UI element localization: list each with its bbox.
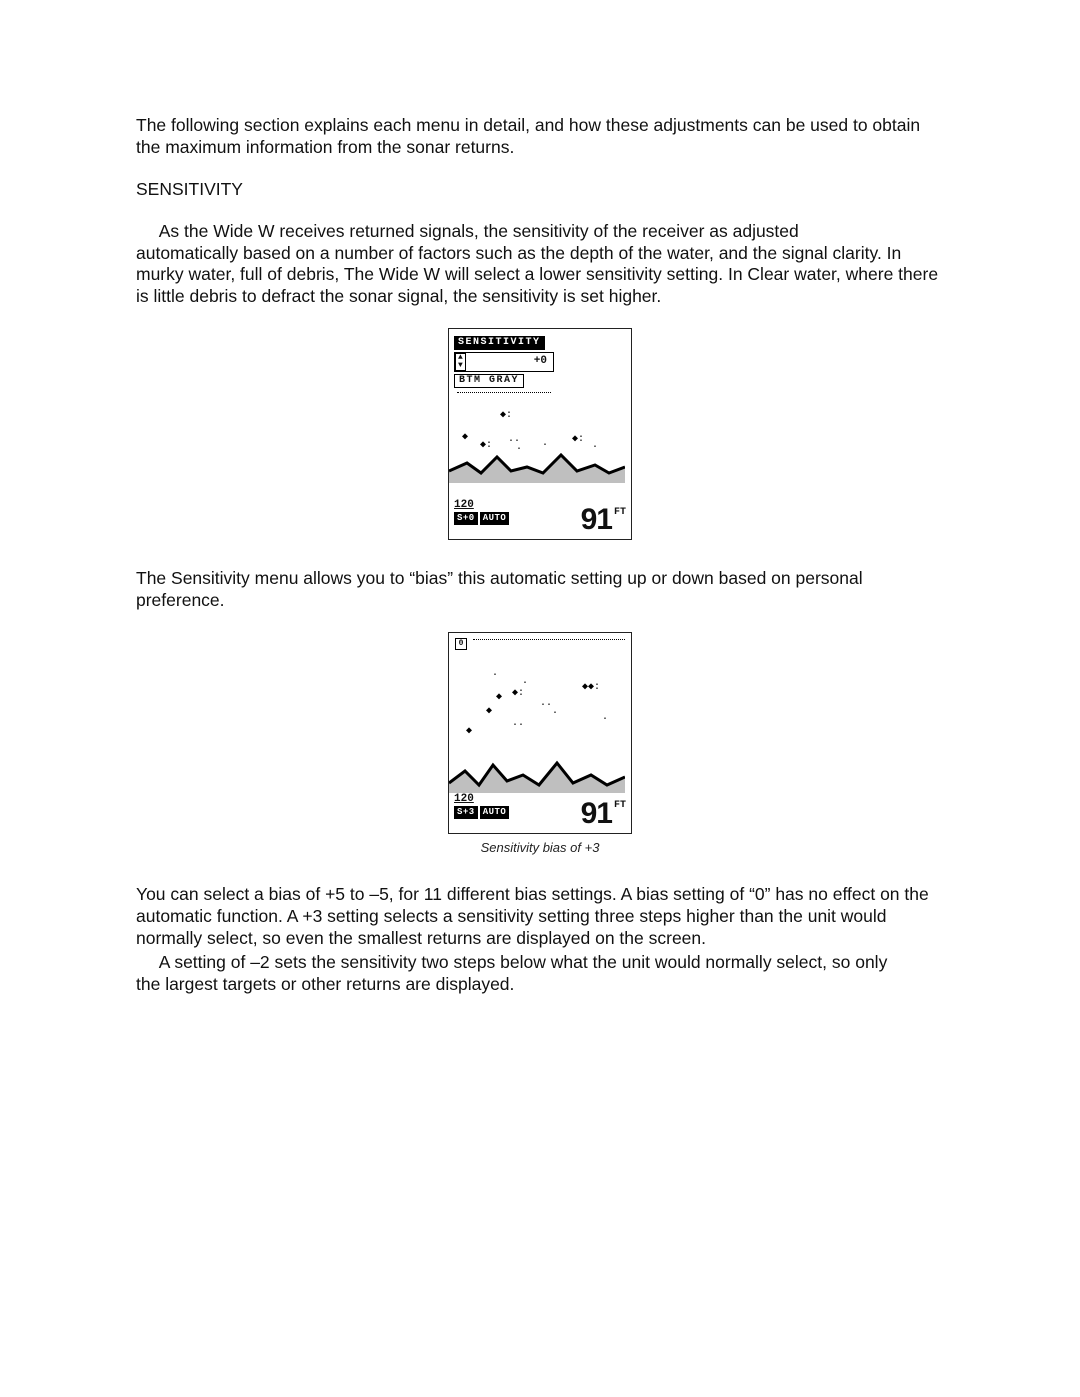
status-bar-1: 120 S+0 AUTO 91 FT [454,499,626,535]
fish-icon: ·· [540,701,552,711]
fish-icon: ◆◆: [582,683,600,693]
badge-auto-1: AUTO [480,512,510,525]
figure-1-wrap: SENSITIVITY ▲▼ +0 BTM GRAY ◆:◆◆:····◆:· [136,328,944,540]
figure-2-wrap: 0 ··◆◆:◆◆◆◆:······ 120 S+3 AUTO 91 FT [136,632,944,856]
status-bar-2: 120 S+3 AUTO 91 FT [454,793,626,829]
figure-1: SENSITIVITY ▲▼ +0 BTM GRAY ◆:◆◆:····◆:· [448,328,632,540]
intro-paragraph: The following section explains each menu… [136,115,944,159]
top-scale-line [473,639,625,640]
fish-icon: · [492,671,498,681]
sensitivity-value: +0 [534,355,547,369]
depth-unit-2: FT [614,800,626,813]
paragraph-2-first-line: As the Wide W receives returned signals,… [136,221,944,243]
depth-value-1: 91 [581,505,612,535]
badge-sensitivity-2: S+3 [454,806,478,819]
depth-readout-1: 91 FT [581,505,626,535]
bottom-contour-1 [449,427,625,483]
fish-icon: ◆ [496,693,502,703]
badge-sensitivity-1: S+0 [454,512,478,525]
paragraph-4a: You can select a bias of +5 to –5, for 1… [136,884,944,950]
paragraph-4b: A setting of –2 sets the sensitivity two… [136,952,944,996]
paragraph-2: As the Wide W receives returned signals,… [136,221,944,309]
document-page: The following section explains each menu… [0,0,1080,1397]
zero-marker: 0 [455,638,467,650]
sensitivity-menu: SENSITIVITY ▲▼ +0 BTM GRAY [454,334,554,393]
depth-unit-1: FT [614,507,626,520]
depth-value-2: 91 [581,799,612,829]
fish-icon: ◆: [500,411,512,421]
bottom-contour-2 [449,719,625,793]
badge-auto-2: AUTO [480,806,510,819]
paragraph-4b-first-line: A setting of –2 sets the sensitivity two… [136,952,944,974]
depth-readout-2: 91 FT [581,799,626,829]
fish-icon: ◆: [512,689,524,699]
range-value-1: 120 [454,499,474,513]
figure-2-caption: Sensitivity bias of +3 [481,840,600,856]
paragraph-2-rest: automatically based on a number of facto… [136,243,938,307]
section-heading: SENSITIVITY [136,179,944,201]
fish-icon: · [552,709,558,719]
submenu-label: BTM GRAY [454,374,524,389]
menu-title-label: SENSITIVITY [454,336,545,351]
fish-icon: ◆ [486,707,492,717]
paragraph-3: The Sensitivity menu allows you to “bias… [136,568,944,612]
figure-2: 0 ··◆◆:◆◆◆◆:······ 120 S+3 AUTO 91 FT [448,632,632,834]
range-value-2: 120 [454,793,474,807]
up-down-arrows-icon: ▲▼ [455,353,466,371]
paragraph-4b-rest: the largest targets or other returns are… [136,974,514,994]
menu-separator [457,392,551,393]
